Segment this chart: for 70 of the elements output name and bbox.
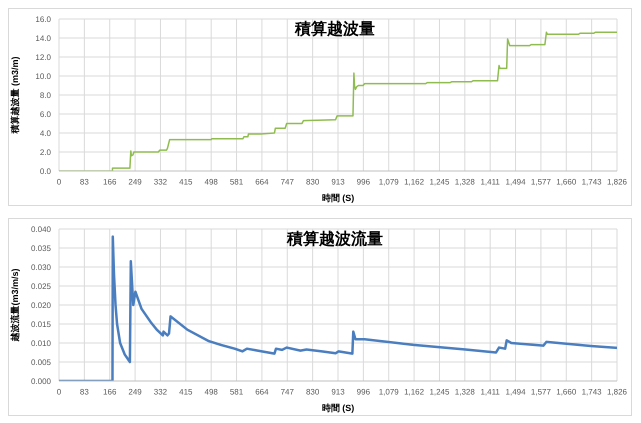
- x-tick-label: 166: [103, 388, 117, 397]
- y-tick-label: 14.0: [35, 34, 52, 43]
- x-axis-title: 時間 (S): [322, 193, 354, 203]
- y-tick-label: 10.0: [35, 72, 52, 81]
- x-tick-label: 664: [255, 178, 270, 187]
- x-tick-label: 1,079: [378, 388, 400, 397]
- x-tick-label: 581: [230, 178, 244, 187]
- y-tick-label: 0.000: [30, 376, 52, 386]
- y-tick-label: 12.0: [35, 52, 52, 62]
- x-tick-label: 1,411: [480, 178, 500, 187]
- y-tick-label: 0.020: [30, 300, 52, 310]
- y-tick-label: 0.030: [30, 262, 52, 272]
- y-tick-label: 16.0: [35, 14, 52, 24]
- y-tick-label: 0.040: [30, 224, 52, 234]
- x-tick-label: 1,660: [556, 388, 577, 397]
- x-tick-label: 415: [179, 388, 194, 397]
- x-tick-label: 249: [128, 388, 142, 397]
- x-tick-label: 1,577: [530, 178, 552, 187]
- x-tick-label: 83: [80, 388, 90, 397]
- x-tick-label: 1,328: [454, 388, 476, 397]
- x-tick-label: 581: [230, 388, 244, 397]
- x-tick-label: 83: [80, 178, 90, 187]
- x-tick-label: 498: [204, 178, 218, 187]
- x-tick-label: 498: [204, 388, 218, 397]
- x-tick-label: 249: [128, 178, 142, 187]
- x-tick-label: 996: [356, 388, 371, 397]
- x-tick-label: 415: [179, 178, 194, 187]
- y-tick-label: 0.010: [30, 338, 52, 348]
- y-tick-label: 4.0: [40, 128, 52, 138]
- x-axis-title: 時間 (S): [322, 403, 354, 413]
- x-tick-label: 1,743: [582, 178, 602, 187]
- x-tick-label: 1,577: [530, 388, 552, 397]
- y-tick-label: 0.035: [30, 244, 52, 253]
- y-tick-label: 0.025: [30, 282, 52, 291]
- x-tick-label: 1,494: [506, 388, 526, 397]
- x-tick-label: 332: [154, 388, 168, 397]
- x-tick-label: 1,328: [454, 178, 476, 187]
- x-tick-label: 1,079: [378, 178, 400, 187]
- y-axis-title: 積算越波量 (m3/m): [10, 56, 20, 135]
- y-tick-label: 0.015: [30, 320, 52, 329]
- x-tick-label: 1,411: [480, 388, 500, 397]
- chart-title: 積算越波流量: [287, 231, 383, 248]
- x-tick-label: 1,826: [606, 178, 628, 187]
- x-tick-label: 166: [103, 178, 117, 187]
- x-tick-label: 1,743: [582, 388, 602, 397]
- x-tick-label: 1,245: [429, 178, 450, 187]
- x-tick-label: 747: [280, 388, 294, 397]
- x-tick-label: 1,162: [404, 178, 425, 187]
- x-tick-label: 996: [356, 178, 371, 187]
- x-tick-label: 830: [306, 388, 320, 397]
- y-axis-title: 越波流量(m3/m/s): [10, 268, 20, 343]
- y-tick-label: 0.0: [40, 166, 52, 176]
- chart-title: 積算越波量: [295, 21, 375, 38]
- x-tick-label: 913: [331, 388, 346, 397]
- x-tick-label: 664: [255, 388, 270, 397]
- x-tick-label: 830: [306, 178, 320, 187]
- y-tick-label: 6.0: [40, 110, 52, 119]
- y-tick-label: 0.005: [30, 358, 52, 367]
- x-tick-label: 332: [154, 178, 168, 187]
- x-tick-label: 0: [56, 388, 62, 397]
- x-tick-label: 1,826: [606, 388, 628, 397]
- x-tick-label: 1,494: [506, 178, 526, 187]
- x-tick-label: 913: [331, 178, 346, 187]
- x-tick-label: 747: [280, 178, 294, 187]
- x-tick-label: 1,245: [429, 388, 450, 397]
- y-tick-label: 2.0: [40, 148, 52, 157]
- y-tick-label: 8.0: [40, 90, 52, 100]
- x-tick-label: 0: [56, 178, 62, 187]
- x-tick-label: 1,162: [404, 388, 425, 397]
- x-tick-label: 1,660: [556, 178, 577, 187]
